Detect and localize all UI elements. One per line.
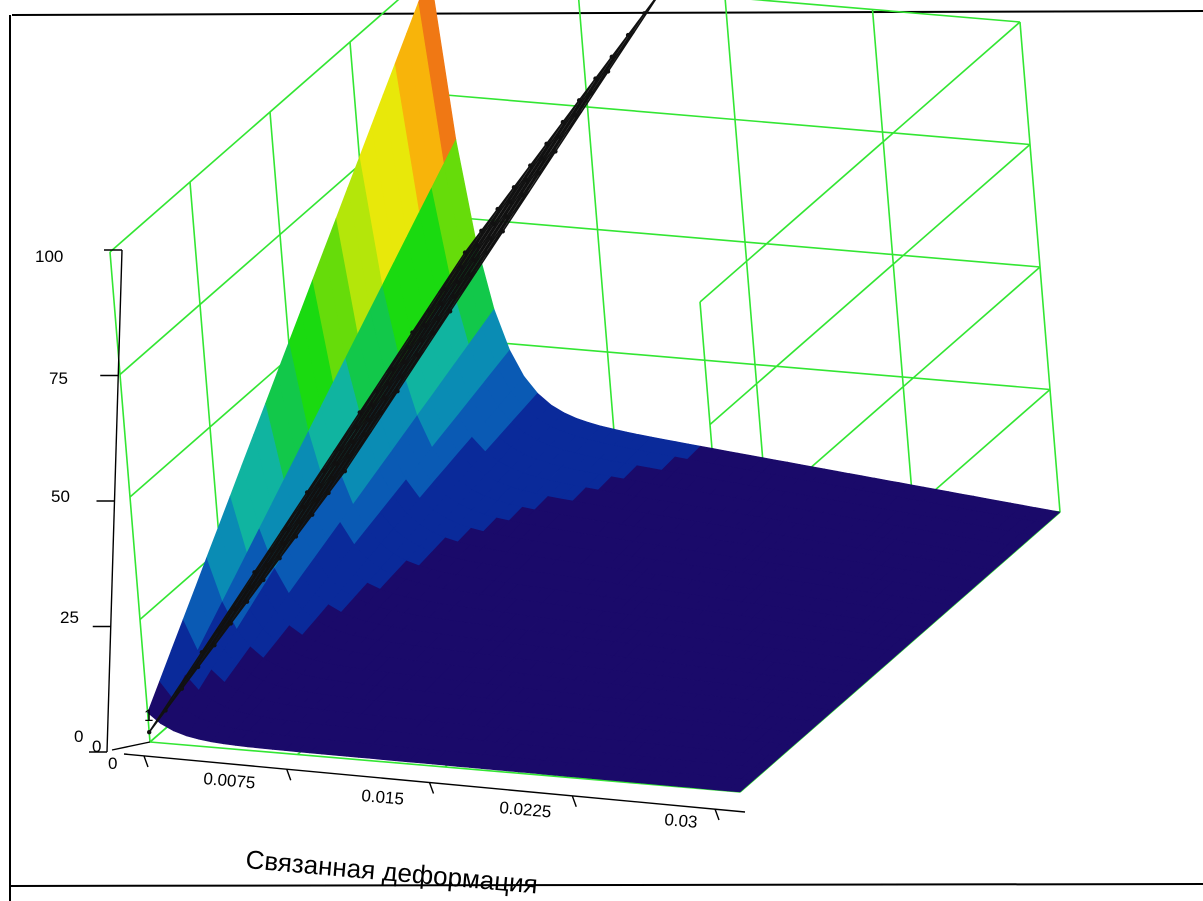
mesh-node — [277, 555, 282, 561]
x-axis-tick — [143, 755, 149, 768]
x-tick-0.0075: 0.0075 — [203, 769, 256, 792]
mesh-node — [163, 708, 168, 713]
grid-back-v-3 — [871, 9, 914, 500]
mesh-node — [195, 664, 201, 670]
grid-back-v-2 — [724, 0, 766, 488]
mesh-node — [212, 642, 217, 648]
mesh-node — [310, 512, 315, 517]
y-axis-stub — [111, 741, 151, 751]
z-tick-75: 75 — [49, 369, 68, 388]
mesh-node — [244, 599, 250, 604]
y-tick-0: 0 — [92, 737, 101, 756]
axes-layer — [89, 249, 746, 821]
mesh-node — [500, 229, 505, 234]
mesh-node — [179, 686, 185, 691]
mesh-line-t — [438, 31, 636, 294]
surface-layer — [147, 0, 1061, 793]
x-axis-line — [123, 753, 746, 813]
grid-back-h-3 — [439, 93, 1031, 146]
z-tick-100: 100 — [35, 247, 63, 266]
mesh-node — [605, 69, 611, 74]
x-tick-0.015: 0.015 — [361, 786, 405, 809]
mesh-layer — [147, 0, 657, 735]
grid-back-v-4 — [1019, 21, 1061, 513]
mesh-node — [228, 621, 233, 626]
z-tick-50: 50 — [51, 487, 70, 506]
x-tick-0: 0 — [108, 754, 117, 773]
grid-right-h-3 — [709, 143, 1031, 426]
mesh-node — [293, 534, 299, 539]
mesh-node — [447, 309, 453, 314]
x-axis-tick — [428, 782, 435, 794]
mesh-line-t — [464, 0, 656, 254]
mesh-node — [553, 149, 558, 154]
x-tick-0.0225: 0.0225 — [499, 798, 552, 821]
z-tick-0: 0 — [74, 727, 83, 746]
frame-top — [11, 10, 1203, 16]
mesh-node — [147, 730, 152, 735]
frame-bottom — [9, 883, 1203, 887]
x-axis-tick — [571, 795, 577, 807]
z-tick-25: 25 — [60, 608, 79, 627]
surface-cell — [726, 778, 755, 793]
mesh-node — [342, 468, 348, 474]
mesh-node — [395, 389, 400, 394]
x-axis-tick — [286, 769, 292, 781]
extra-tick-1: 1 — [144, 706, 153, 725]
x-tick-0.03: 0.03 — [664, 810, 699, 832]
mesh-node — [326, 490, 331, 496]
x-axis-tick — [714, 808, 720, 821]
grid-right-h-4 — [699, 21, 1021, 303]
grid-back-h-4 — [750, 0, 1021, 23]
mesh-node — [261, 577, 266, 583]
grid-left-h-4 — [109, 0, 400, 253]
